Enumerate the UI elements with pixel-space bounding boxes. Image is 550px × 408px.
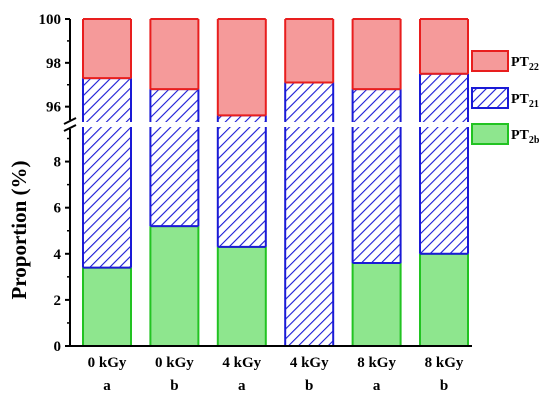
bar-pt21-1 (150, 127, 199, 227)
bar-pt2b-2 (217, 246, 266, 346)
bar-pt22-2 (217, 19, 266, 116)
y-axis (63, 18, 472, 347)
legend-swatch-pt2b (471, 123, 509, 145)
bar-pt21-2 (217, 127, 266, 247)
bars-layer (71, 18, 471, 347)
bar-pt21-3 (285, 127, 334, 346)
y-tick-label: 2 (54, 293, 62, 309)
y-tick-label: 6 (54, 201, 62, 217)
bar-pt2b-1 (150, 226, 199, 346)
bar-pt21-5 (420, 127, 468, 254)
x-category-label: 0 kGy (88, 355, 127, 371)
bar-pt21-1 (150, 89, 199, 122)
x-category-sublabel: b (440, 378, 448, 394)
bar-pt21-5 (420, 73, 468, 122)
y-tick-label: 96 (46, 100, 62, 116)
bar-pt2b-5 (420, 253, 468, 346)
bar-pt22-1 (150, 19, 199, 90)
axis-break-band (71, 122, 471, 127)
bar-pt21-0 (83, 78, 131, 122)
x-category-sublabel: b (305, 378, 313, 394)
legend: PT22 PT21 PT2b (471, 50, 540, 146)
bar-pt21-0 (83, 127, 131, 268)
bar-pt2b-0 (83, 267, 131, 346)
legend-swatch-pt21 (471, 87, 509, 109)
x-category-label: 4 kGy (290, 355, 329, 371)
x-category-sublabel: a (238, 378, 246, 394)
x-category-sublabel: a (373, 378, 381, 394)
bar-pt22-5 (420, 19, 468, 74)
bar-pt22-0 (83, 19, 131, 79)
axis-break-mark (63, 124, 77, 132)
bar-pt2b-4 (352, 263, 401, 346)
y-axis-title: Proportion (%) (7, 160, 31, 299)
y-tick-label: 98 (46, 56, 61, 72)
bar-pt21-4 (352, 127, 401, 264)
bar-pt21-2 (217, 115, 266, 122)
bar-pt21-3 (285, 82, 334, 122)
x-category-labels: 0 kGy a 0 kGy b 4 kGy a 4 kGy b 8 kGy a 8 kGy b (88, 355, 464, 394)
bar-pt21-4 (352, 89, 401, 122)
x-category-sublabel: a (103, 378, 111, 394)
y-tick-labels: 0 2 4 6 8 96 98 100 (39, 12, 62, 355)
legend-swatch-pt22 (471, 50, 509, 72)
y-tick-label: 8 (54, 155, 62, 171)
x-category-label: 8 kGy (425, 355, 464, 371)
legend-label-pt2b: PT2b (511, 128, 540, 146)
x-category-sublabel: b (170, 378, 178, 394)
y-tick-label: 4 (54, 247, 62, 263)
x-category-label: 8 kGy (357, 355, 396, 371)
x-category-label: 4 kGy (222, 355, 261, 371)
axis-break-mark (63, 117, 77, 125)
bar-pt22-4 (352, 19, 401, 90)
bar-pt22-3 (285, 19, 334, 83)
legend-label-pt21: PT21 (511, 92, 539, 110)
x-category-label: 0 kGy (155, 355, 194, 371)
y-tick-label: 100 (39, 12, 62, 28)
legend-label-pt22: PT22 (511, 55, 539, 73)
y-tick-label: 0 (54, 339, 62, 355)
